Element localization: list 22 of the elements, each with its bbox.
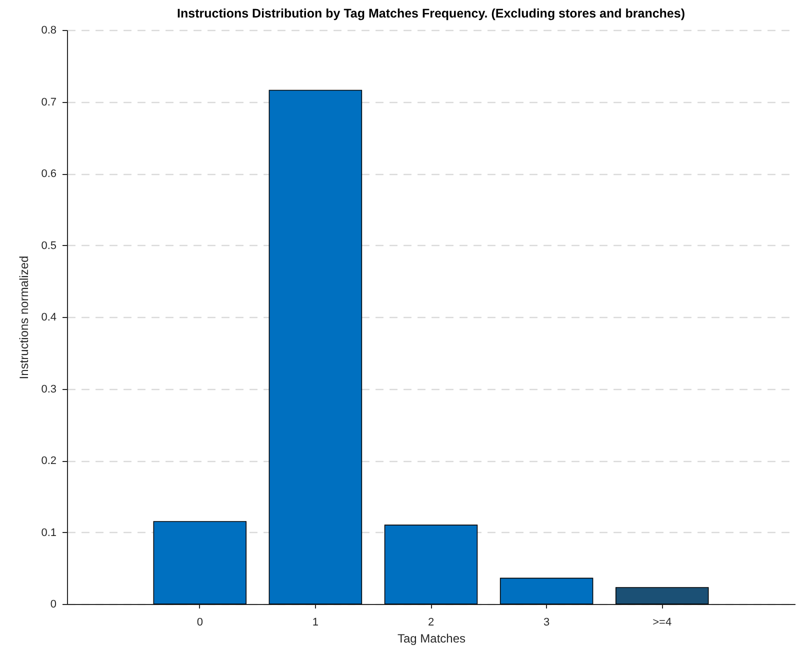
chart-title: Instructions Distribution by Tag Matches Frequency. (Excluding stores and branches) xyxy=(177,6,685,20)
y-tick-label: 0 xyxy=(50,598,56,610)
x-axis-title: Tag Matches xyxy=(397,632,466,646)
bar xyxy=(615,587,709,604)
x-tick-label: 2 xyxy=(428,616,434,628)
y-axis-title: Instructions normalized xyxy=(17,256,32,380)
y-tick-label: 0.1 xyxy=(41,526,56,539)
x-tick-label: 0 xyxy=(196,616,203,628)
y-tick-label: 0.3 xyxy=(41,383,56,396)
x-tick-label: 3 xyxy=(543,616,550,628)
y-tick-label: 0.5 xyxy=(41,240,56,252)
x-tick-label: 1 xyxy=(312,616,319,628)
y-tick-label: 0.4 xyxy=(41,312,56,324)
bar xyxy=(384,524,478,604)
bar xyxy=(153,521,247,604)
y-tick-label: 0.6 xyxy=(41,168,56,180)
y-tick-label: 0.8 xyxy=(41,24,56,36)
x-tick-label: >=4 xyxy=(652,616,672,628)
bar xyxy=(268,90,362,604)
bar xyxy=(500,578,594,604)
y-tick-label: 0.7 xyxy=(41,96,56,108)
y-tick-label: 0.2 xyxy=(41,455,56,467)
